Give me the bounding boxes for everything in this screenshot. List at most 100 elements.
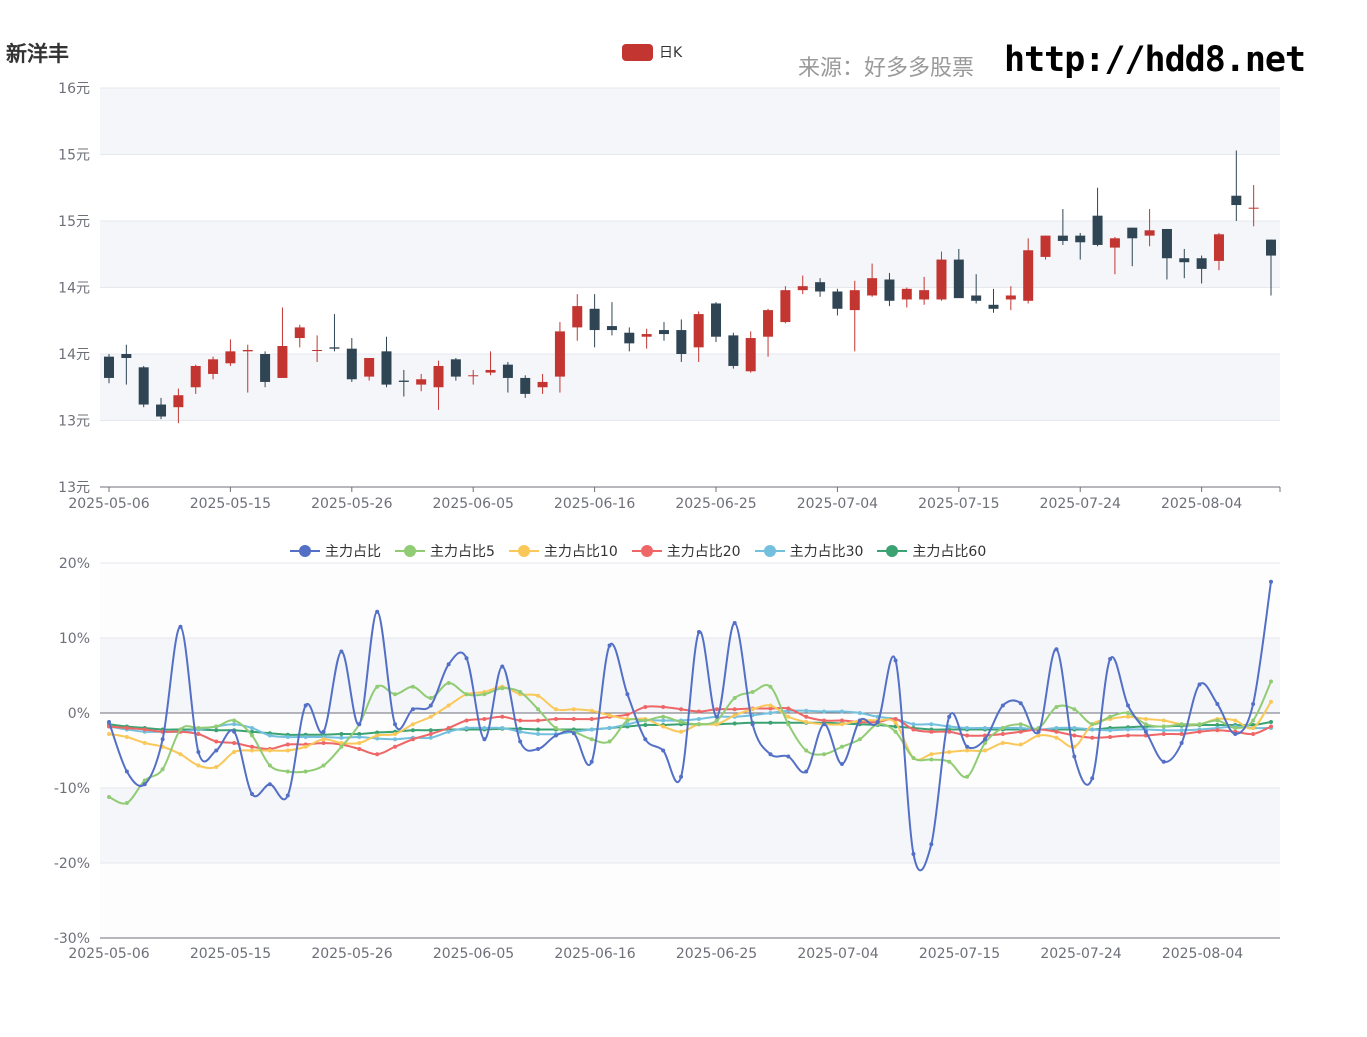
flow-point: [500, 664, 505, 669]
kline-y-tick-label: 15元: [58, 214, 90, 230]
flow-point: [822, 718, 827, 723]
flow-point: [375, 684, 380, 689]
flow-point: [965, 774, 970, 779]
flow-point: [661, 705, 666, 709]
candle-body: [329, 347, 340, 349]
flow-point: [393, 732, 398, 736]
flow-point: [929, 722, 934, 727]
flow-point: [839, 709, 844, 714]
flow-point: [839, 722, 844, 727]
flow-point: [142, 741, 147, 745]
candle-body: [1161, 228, 1172, 259]
flow-point: [178, 727, 183, 732]
flow-y-tick-label: 0%: [68, 706, 90, 722]
candle-body: [1057, 235, 1068, 241]
flow-point: [1090, 735, 1095, 740]
flow-x-tick-label: 2025-05-15: [190, 946, 271, 962]
flow-point: [518, 690, 523, 694]
flow-point: [679, 720, 684, 724]
kline-grid-band: [100, 88, 1280, 155]
flow-point: [464, 692, 469, 697]
flow-point: [553, 726, 558, 730]
flow-point: [178, 752, 183, 757]
flow-point: [893, 717, 898, 721]
flow-point: [1125, 733, 1130, 738]
flow-point: [142, 727, 147, 732]
flow-point: [107, 732, 111, 736]
kline-x-tick-label: 2025-05-06: [68, 496, 149, 512]
flow-point: [589, 727, 594, 732]
flow-legend-item-3[interactable]: 主力占比20: [631, 541, 741, 561]
flow-point: [839, 744, 844, 749]
flow-point: [196, 726, 201, 730]
flow-point: [536, 727, 541, 732]
flow-point: [160, 767, 165, 772]
flow-legend-item-5[interactable]: 主力占比60: [877, 541, 986, 561]
flow-point: [464, 656, 469, 661]
flow-point: [321, 737, 326, 742]
flow-point: [393, 744, 398, 749]
flow-point: [1179, 722, 1184, 727]
kline-y-tick-label: 15元: [58, 148, 90, 164]
flow-point: [357, 732, 362, 736]
flow-point: [464, 718, 469, 723]
flow-point: [428, 728, 433, 733]
flow-point: [303, 735, 308, 739]
flow-point: [625, 712, 630, 717]
flow-point: [446, 681, 451, 685]
flow-point: [768, 752, 773, 757]
flow-point: [607, 713, 612, 718]
flow-point: [1054, 729, 1059, 734]
flow-point: [1215, 728, 1220, 733]
flow-point: [1197, 729, 1202, 734]
flow-legend-label: 主力占比5: [430, 544, 495, 560]
candle-body: [797, 286, 808, 291]
flow-legend-item-2[interactable]: 主力占比10: [508, 541, 618, 561]
flow-point: [714, 707, 719, 712]
candle-body: [849, 290, 860, 311]
flow-point: [982, 726, 987, 730]
kline-grid-band: [100, 154, 1280, 221]
flow-legend-item-4[interactable]: 主力占比30: [754, 541, 863, 561]
flow-legend-item-1[interactable]: 主力占比5: [395, 541, 495, 561]
flow-point: [518, 739, 523, 744]
flow-point: [1143, 722, 1148, 727]
flow-point: [625, 722, 630, 727]
flow-point: [750, 722, 755, 727]
legend-line-dot-icon: [395, 544, 425, 558]
flow-point: [589, 737, 594, 742]
flow-point: [947, 714, 952, 719]
flow-point: [232, 741, 237, 745]
kline-y-tick-label: 13元: [58, 480, 90, 496]
flow-point: [1125, 714, 1130, 719]
candle-body: [589, 308, 600, 331]
flow-x-tick-label: 2025-05-26: [311, 946, 392, 962]
flow-point: [1000, 732, 1005, 736]
candle-body: [676, 330, 687, 354]
flow-point: [768, 703, 773, 708]
flow-point: [321, 729, 326, 734]
candle-body: [208, 359, 219, 374]
flow-point: [1269, 579, 1273, 584]
flow-point: [839, 718, 844, 723]
flow-point: [714, 714, 719, 719]
flow-point: [1179, 732, 1184, 736]
kline-x-tick-label: 2025-06-25: [675, 496, 756, 512]
flow-point: [482, 692, 487, 697]
flow-point: [285, 735, 290, 739]
flow-point: [214, 748, 219, 753]
candle-body: [780, 290, 791, 323]
candle-body: [468, 375, 479, 377]
flow-point: [518, 729, 523, 734]
candle-body: [641, 334, 652, 337]
flow-point: [1269, 679, 1273, 684]
flow-point: [947, 724, 952, 729]
flow-legend: 主力占比 主力占比5 主力占比10 主力占比20 主力占比30 主力占比60: [290, 541, 986, 561]
flow-legend-item-0[interactable]: 主力占比: [290, 541, 381, 561]
flow-point: [750, 690, 755, 694]
flow-y-tick-label: -30%: [54, 931, 90, 947]
kline-legend[interactable]: 日K: [622, 42, 682, 62]
flow-point: [589, 708, 594, 713]
kline-x-tick-label: 2025-07-04: [797, 496, 878, 512]
flow-point: [804, 748, 809, 753]
